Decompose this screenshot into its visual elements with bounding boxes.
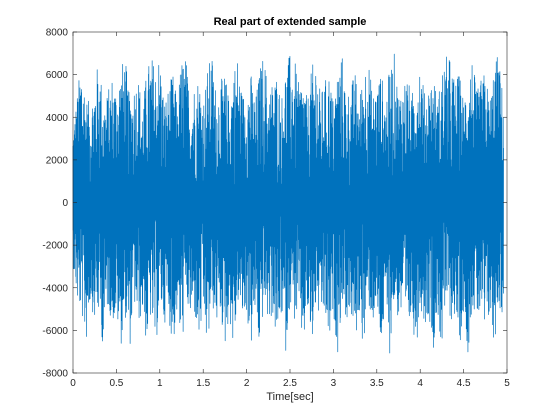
x-tick-label: 1 bbox=[157, 378, 163, 389]
x-tick-label: 3 bbox=[331, 378, 337, 389]
x-axis-label: Time[sec] bbox=[266, 391, 313, 403]
x-tick-label: 0.5 bbox=[109, 378, 123, 389]
signal-line bbox=[72, 53, 504, 354]
x-axis: 0 0.5 1 1.5 2 2.5 3 3.5 4 4.5 5 bbox=[70, 32, 510, 389]
y-tick-label: 0 bbox=[62, 198, 68, 209]
x-tick-label: 4 bbox=[417, 378, 423, 389]
x-tick-label: 3.5 bbox=[370, 378, 384, 389]
y-tick-label: -4000 bbox=[42, 283, 68, 294]
y-tick-label: -6000 bbox=[42, 326, 68, 337]
y-tick-label: -8000 bbox=[42, 369, 68, 380]
y-tick-label: 2000 bbox=[46, 155, 69, 166]
y-tick-label: 6000 bbox=[46, 70, 69, 81]
x-tick-label: 2 bbox=[244, 378, 250, 389]
signal-series bbox=[72, 53, 504, 354]
y-tick-label: 4000 bbox=[46, 113, 69, 124]
x-tick-label: 5 bbox=[504, 378, 510, 389]
y-axis: -8000 -6000 -4000 -2000 0 2000 4000 6000 8000 bbox=[42, 28, 507, 380]
chart-title: Real part of extended sample bbox=[214, 16, 367, 28]
x-tick-label: 1.5 bbox=[196, 378, 210, 389]
y-tick-label: 8000 bbox=[46, 28, 69, 39]
x-tick-label: 4.5 bbox=[457, 378, 471, 389]
y-tick-label: -2000 bbox=[42, 241, 68, 252]
x-tick-label: 2.5 bbox=[283, 378, 297, 389]
x-tick-label: 0 bbox=[70, 378, 76, 389]
